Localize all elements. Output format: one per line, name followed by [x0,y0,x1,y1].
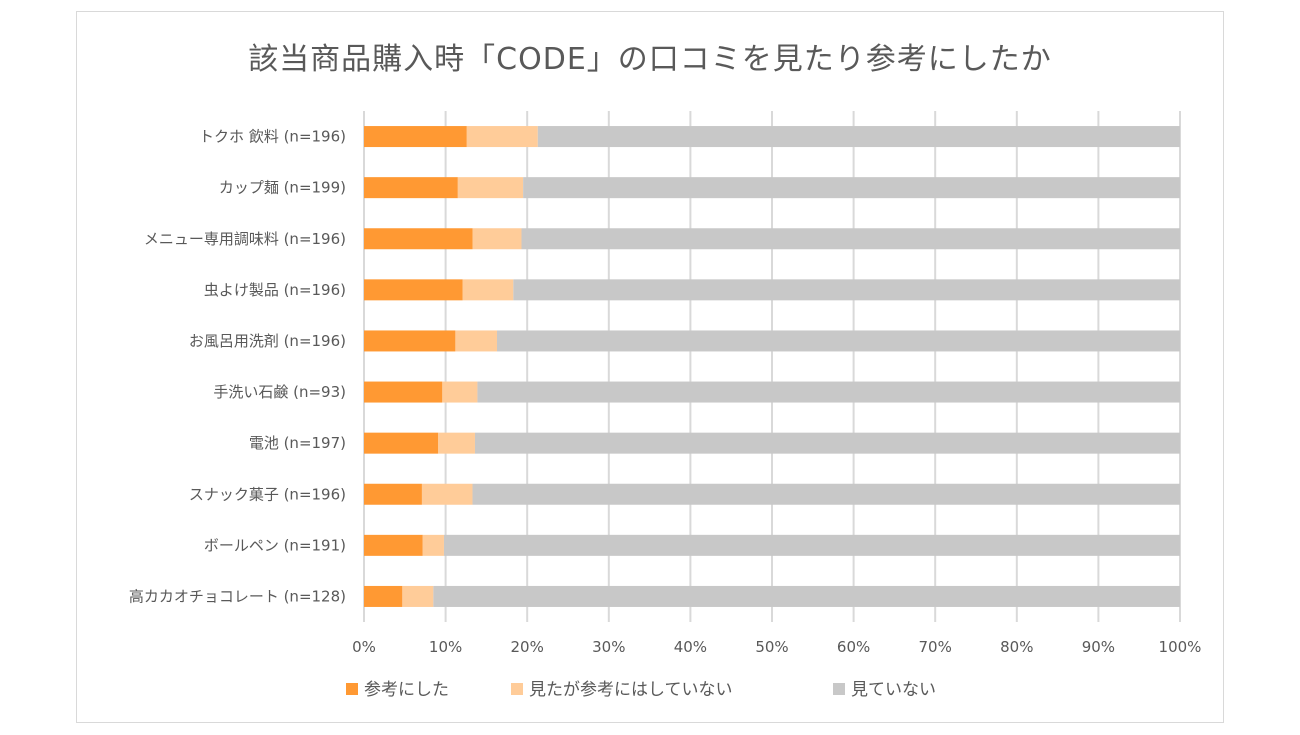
legend-swatch [511,683,523,695]
category-label: カップ麺 (n=199) [219,179,346,197]
category-label: 高カカオチョコレート (n=128) [129,587,346,605]
bar-segment-1 [364,177,458,199]
chart-frame [76,11,1224,723]
bar-segment-3 [433,585,1180,607]
bar-segment-3 [537,126,1180,148]
x-tick-label: 10% [429,638,462,656]
bar-segment-1 [364,330,456,352]
legend-swatch [346,683,358,695]
category-label: ボールペン (n=191) [204,536,346,554]
bar-segment-2 [421,483,473,505]
bar-segment-3 [472,483,1180,505]
x-tick-label: 80% [1000,638,1033,656]
category-label: 手洗い石鹸 (n=93) [213,383,346,401]
bar-segment-3 [521,228,1180,250]
bar-segment-1 [364,432,439,454]
bar-segment-1 [364,534,423,556]
category-label: お風呂用洗剤 (n=196) [189,332,346,350]
x-tick-label: 50% [755,638,788,656]
category-label: トクホ 飲料 (n=196) [199,128,346,146]
category-label: 電池 (n=197) [249,434,346,452]
x-tick-label: 0% [352,638,376,656]
legend-label: 参考にした [364,680,449,700]
legend-label: 見ていない [851,680,936,700]
category-label: メニュー専用調味料 (n=196) [144,230,346,248]
bar-segment-2 [442,381,478,403]
bar-segment-2 [455,330,498,352]
x-tick-label: 20% [511,638,544,656]
category-label: スナック菓子 (n=196) [189,485,346,503]
bar-segment-2 [472,228,522,250]
x-tick-label: 60% [837,638,870,656]
bar-segment-3 [523,177,1180,199]
bar-segment-2 [422,534,444,556]
x-tick-label: 90% [1082,638,1115,656]
bar-segment-3 [477,381,1180,403]
chart-title: 該当商品購入時「CODE」の口コミを見たり参考にしたか [248,42,1052,77]
x-tick-label: 70% [919,638,952,656]
bar-segment-2 [402,585,434,607]
bar-segment-2 [457,177,524,199]
x-tick-label: 40% [674,638,707,656]
bar-segment-2 [466,126,538,148]
bar-segment-3 [474,432,1180,454]
bar-segment-1 [364,279,463,301]
bar-segment-3 [443,534,1180,556]
bar-segment-1 [364,585,403,607]
bar-segment-3 [497,330,1180,352]
bar-segment-1 [364,483,422,505]
bar-segment-1 [364,228,473,250]
legend-label: 見たが参考にはしていない [529,680,733,700]
category-label: 虫よけ製品 (n=196) [204,281,346,299]
bar-segment-2 [438,432,475,454]
bar-segment-2 [462,279,514,301]
bar-segment-1 [364,126,467,148]
x-tick-label: 100% [1159,638,1202,656]
bar-segment-1 [364,381,443,403]
legend-swatch [833,683,845,695]
bar-segment-3 [513,279,1180,301]
x-tick-label: 30% [592,638,625,656]
